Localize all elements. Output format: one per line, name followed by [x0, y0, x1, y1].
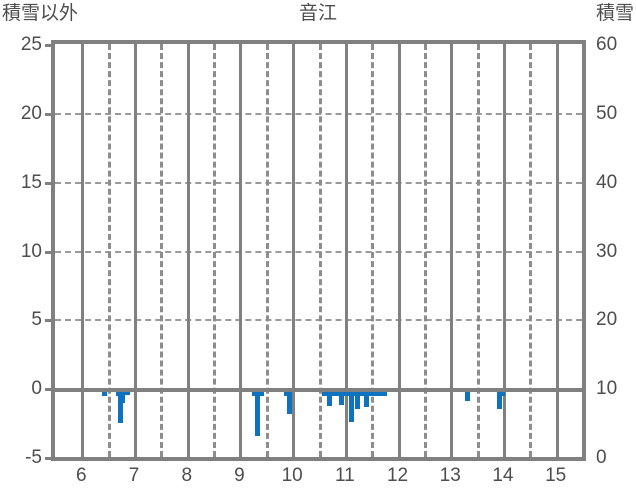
y-axis-left-tick: [45, 388, 51, 392]
y-axis-left-tick: [45, 181, 51, 185]
x-axis-tick-label: 12: [386, 465, 409, 486]
vertical-gridline-minor: [265, 44, 269, 457]
vertical-gridline-minor: [213, 44, 217, 457]
bar: [117, 388, 123, 424]
y-axis-left-tick: [45, 457, 51, 460]
vertical-gridline-major: [81, 44, 85, 457]
vertical-gridline-minor: [160, 44, 164, 457]
vertical-gridline-minor: [318, 44, 322, 457]
right-axis-caption: 積雪: [595, 3, 634, 24]
bar: [283, 388, 289, 397]
vertical-gridline-major: [502, 44, 506, 457]
y-axis-right-tick-label: 30: [596, 240, 618, 262]
bar: [322, 388, 328, 397]
vertical-gridline-major: [239, 44, 243, 457]
vertical-gridline-major: [450, 44, 454, 457]
y-axis-right-tick-label: 10: [596, 378, 618, 400]
vertical-gridline-major: [134, 44, 138, 457]
bar: [358, 388, 364, 397]
y-axis-left-tick-label: 0: [31, 378, 42, 400]
bar: [348, 388, 354, 422]
bar: [373, 388, 379, 397]
vertical-gridline-major: [555, 44, 559, 457]
bar: [496, 388, 502, 410]
bar: [370, 388, 376, 397]
y-axis-left-tick: [45, 250, 51, 254]
y-axis-left-tick-label: 10: [20, 240, 42, 262]
vertical-gridline-minor: [371, 44, 375, 457]
vertical-gridline-minor: [107, 44, 111, 457]
bar: [345, 388, 351, 397]
bar: [367, 388, 373, 397]
chart-title: 音江: [298, 3, 337, 24]
plot-inner: [55, 44, 582, 457]
bar: [465, 388, 471, 402]
y-axis-left-tick-label: -5: [25, 447, 42, 468]
y-axis-right-tick-label: 0: [596, 447, 607, 468]
vertical-gridline-major: [344, 44, 348, 457]
y-axis-left-tick-label: 20: [20, 102, 42, 124]
x-axis-tick-label: 6: [76, 465, 87, 486]
y-axis-right-tick-label: 60: [596, 34, 618, 55]
y-axis-left-tick: [45, 112, 51, 116]
vertical-gridline-major: [186, 44, 190, 457]
bar: [255, 388, 261, 436]
y-axis-right-tick-label: 40: [596, 171, 618, 193]
x-axis-tick-label: 14: [492, 465, 514, 486]
left-axis-caption: 積雪以外: [2, 3, 79, 24]
vertical-gridline-minor: [423, 44, 427, 457]
vertical-gridline-minor: [476, 44, 480, 457]
bar: [354, 388, 360, 410]
x-axis-tick-label: 11: [334, 465, 355, 486]
bar: [332, 388, 338, 397]
vertical-gridline-major: [292, 44, 296, 457]
vertical-gridline-minor: [529, 44, 533, 457]
x-axis-tick-label: 13: [439, 465, 461, 486]
vertical-gridline-major: [397, 44, 401, 457]
y-axis-right-tick-label: 50: [596, 102, 618, 124]
bar: [351, 388, 357, 397]
x-axis-tick-label: 8: [181, 465, 193, 486]
x-axis-tick-label: 7: [128, 465, 140, 486]
bar: [339, 388, 345, 406]
y-axis-left-tick: [45, 44, 51, 47]
y-axis-right-tick-label: 20: [596, 309, 618, 331]
y-axis-left-tick-label: 15: [20, 171, 42, 193]
x-axis-tick-label: 9: [234, 465, 245, 486]
bar: [377, 388, 383, 397]
x-axis-tick-label: 15: [545, 465, 567, 486]
bar: [326, 388, 332, 407]
bar: [329, 388, 335, 397]
y-axis-left-tick-label: 25: [20, 34, 42, 55]
bar: [119, 388, 125, 403]
bar: [287, 388, 292, 414]
y-axis-left-tick-label: 5: [31, 309, 42, 331]
zero-baseline: [55, 388, 582, 393]
plot-area: [51, 40, 586, 461]
y-axis-left-tick: [45, 319, 51, 323]
bar: [364, 388, 370, 407]
x-axis-tick-label: 10: [281, 465, 303, 486]
bar: [251, 388, 257, 397]
